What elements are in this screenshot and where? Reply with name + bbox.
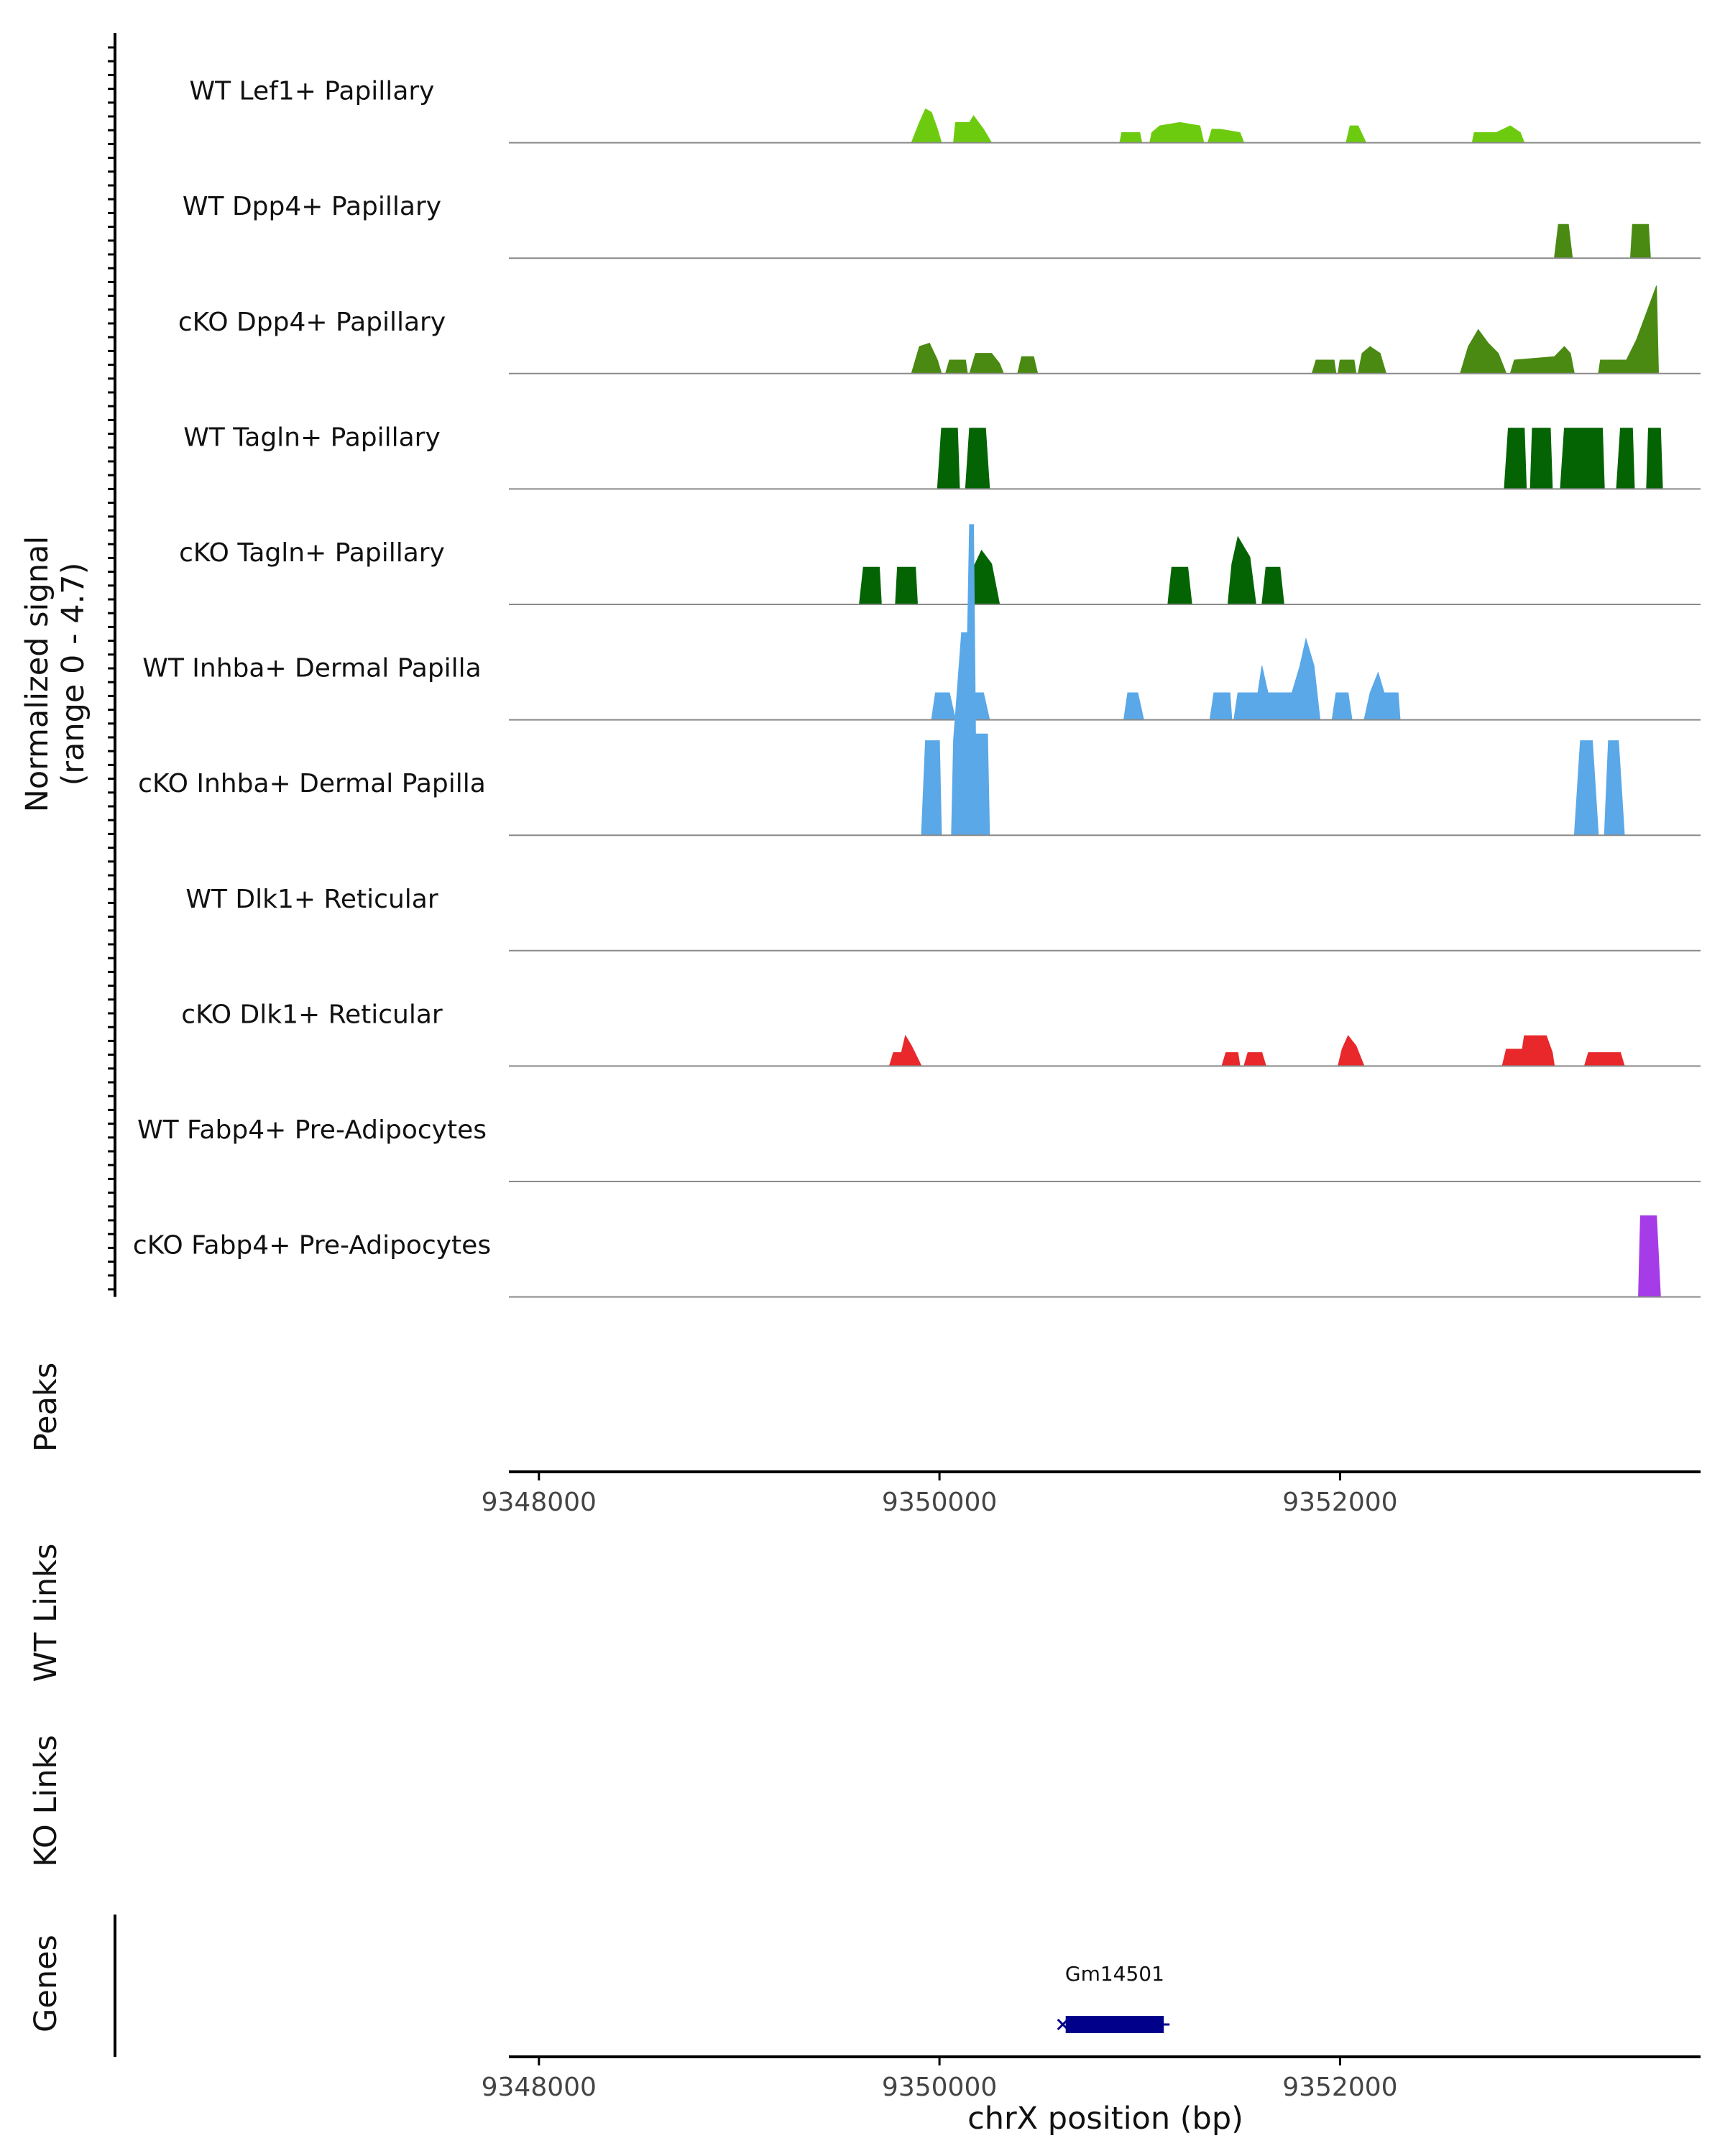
coverage-area — [951, 524, 990, 836]
coverage-area — [953, 115, 993, 144]
coverage-area — [1604, 740, 1625, 836]
signal-y-axis-title-line1: Normalized signal — [19, 536, 55, 813]
track-11: cKO Fabp4+ Pre-Adipocytes — [133, 1215, 1701, 1298]
coverage-area — [1363, 671, 1401, 721]
track-label: WT Dlk1+ Reticular — [185, 885, 438, 914]
genes-x-axis: 9348000 9350000 9352000 — [482, 2055, 1701, 2102]
coverage-area — [1459, 328, 1507, 374]
track-label: WT Lef1+ Papillary — [190, 77, 435, 106]
peaks-x-tick-label: 9350000 — [882, 1488, 997, 1517]
track-label: cKO Dpp4+ Papillary — [178, 308, 446, 337]
genes-x-tick-label: 9352000 — [1282, 2073, 1397, 2102]
coverage-area — [944, 359, 968, 374]
track-4: WT Tagln+ Papillary — [183, 423, 1701, 490]
genes-x-tick-label: 9350000 — [882, 2073, 997, 2102]
gene-label: Gm14501 — [1065, 1962, 1164, 1986]
genes-panel-label: Genes — [28, 1935, 64, 2032]
coverage-area — [1471, 125, 1525, 144]
coverage-area — [931, 692, 957, 721]
track-label: cKO Dlk1+ Reticular — [181, 1000, 443, 1029]
coverage-area — [1119, 132, 1143, 144]
coverage-area — [911, 342, 942, 374]
signal-y-axis — [108, 33, 116, 1297]
track-label: WT Tagln+ Papillary — [183, 423, 441, 452]
peaks-x-tick-label: 9352000 — [1282, 1488, 1397, 1517]
track-9: cKO Dlk1+ Reticular — [181, 1000, 1701, 1067]
coverage-area — [1598, 285, 1660, 374]
wt-links-panel-label: WT Links — [28, 1544, 64, 1682]
gene-body — [1065, 2016, 1164, 2033]
coverage-area — [1243, 1052, 1266, 1067]
coverage-area — [1261, 566, 1284, 605]
coverage-area — [921, 740, 942, 836]
coverage-area — [1221, 1052, 1241, 1067]
coverage-area — [1331, 692, 1353, 721]
track-label: WT Dpp4+ Papillary — [183, 192, 441, 221]
track-5: cKO Tagln+ Papillary — [179, 535, 1701, 605]
track-label: cKO Tagln+ Papillary — [179, 538, 445, 568]
coverage-area — [1149, 121, 1205, 144]
genes-x-tick-label: 9348000 — [482, 2073, 597, 2102]
track-label: cKO Inhba+ Dermal Papilla — [138, 769, 486, 798]
peaks-x-axis: 9348000 9350000 9352000 — [482, 1470, 1701, 1517]
coverage-area — [1346, 125, 1367, 144]
coverage-area — [1338, 359, 1357, 374]
coverage-area — [888, 1034, 922, 1067]
x-axis-title: chrX position (bp) — [967, 2101, 1243, 2137]
gene-annotations: Gm14501 — [1057, 1962, 1170, 2033]
coverage-area — [969, 353, 1005, 374]
track-10: WT Fabp4+ Pre-Adipocytes — [137, 1115, 1701, 1182]
coverage-area — [1123, 692, 1144, 721]
coverage-area — [1311, 359, 1337, 374]
coverage-area — [937, 428, 960, 489]
coverage-area — [911, 108, 942, 144]
coverage-area — [1233, 637, 1321, 721]
coverage-area — [1629, 224, 1651, 259]
peaks-panel-label: Peaks — [28, 1363, 64, 1452]
ko-links-panel-label: KO Links — [28, 1735, 64, 1867]
coverage-area — [859, 566, 882, 605]
coverage-area — [1638, 1215, 1661, 1298]
coverage-area — [1357, 346, 1387, 374]
track-6: WT Inhba+ Dermal Papilla — [142, 637, 1701, 721]
coverage-area — [1573, 740, 1599, 836]
peaks-x-tick-label: 9348000 — [482, 1488, 597, 1517]
track-label: WT Inhba+ Dermal Papilla — [142, 654, 481, 683]
coverage-area — [1530, 428, 1553, 489]
coverage-area — [965, 428, 990, 489]
coverage-area — [1554, 224, 1573, 259]
coverage-area — [1337, 1035, 1365, 1067]
coverage-area — [1509, 346, 1576, 374]
coverage-area — [1227, 535, 1256, 605]
coverage-area — [895, 566, 919, 605]
coverage-area — [1583, 1052, 1625, 1067]
coverage-area — [1167, 566, 1192, 605]
track-label: WT Fabp4+ Pre-Adipocytes — [137, 1115, 487, 1145]
signal-y-axis-title-line2: (range 0 - 4.7) — [55, 563, 91, 786]
coverage-area — [1207, 129, 1245, 144]
track-1: WT Lef1+ Papillary — [190, 77, 1701, 144]
gene-strand-mark — [1057, 2018, 1069, 2031]
track-7: cKO Inhba+ Dermal Papilla — [138, 524, 1701, 837]
coverage-area — [1209, 692, 1233, 721]
coverage-area — [1504, 428, 1527, 489]
coverage-area — [1017, 356, 1039, 374]
coverage-area — [1560, 428, 1605, 489]
coverage-area — [1646, 428, 1663, 489]
track-8: WT Dlk1+ Reticular — [185, 885, 1701, 952]
coverage-area — [1501, 1035, 1555, 1067]
track-label: cKO Fabp4+ Pre-Adipocytes — [133, 1231, 491, 1261]
coverage-tracks: WT Lef1+ Papillary WT Dpp4+ Papillary cKO … — [133, 77, 1701, 1298]
track-3: cKO Dpp4+ Papillary — [178, 285, 1701, 374]
track-2: WT Dpp4+ Papillary — [183, 192, 1701, 259]
coverage-area — [1616, 428, 1635, 489]
